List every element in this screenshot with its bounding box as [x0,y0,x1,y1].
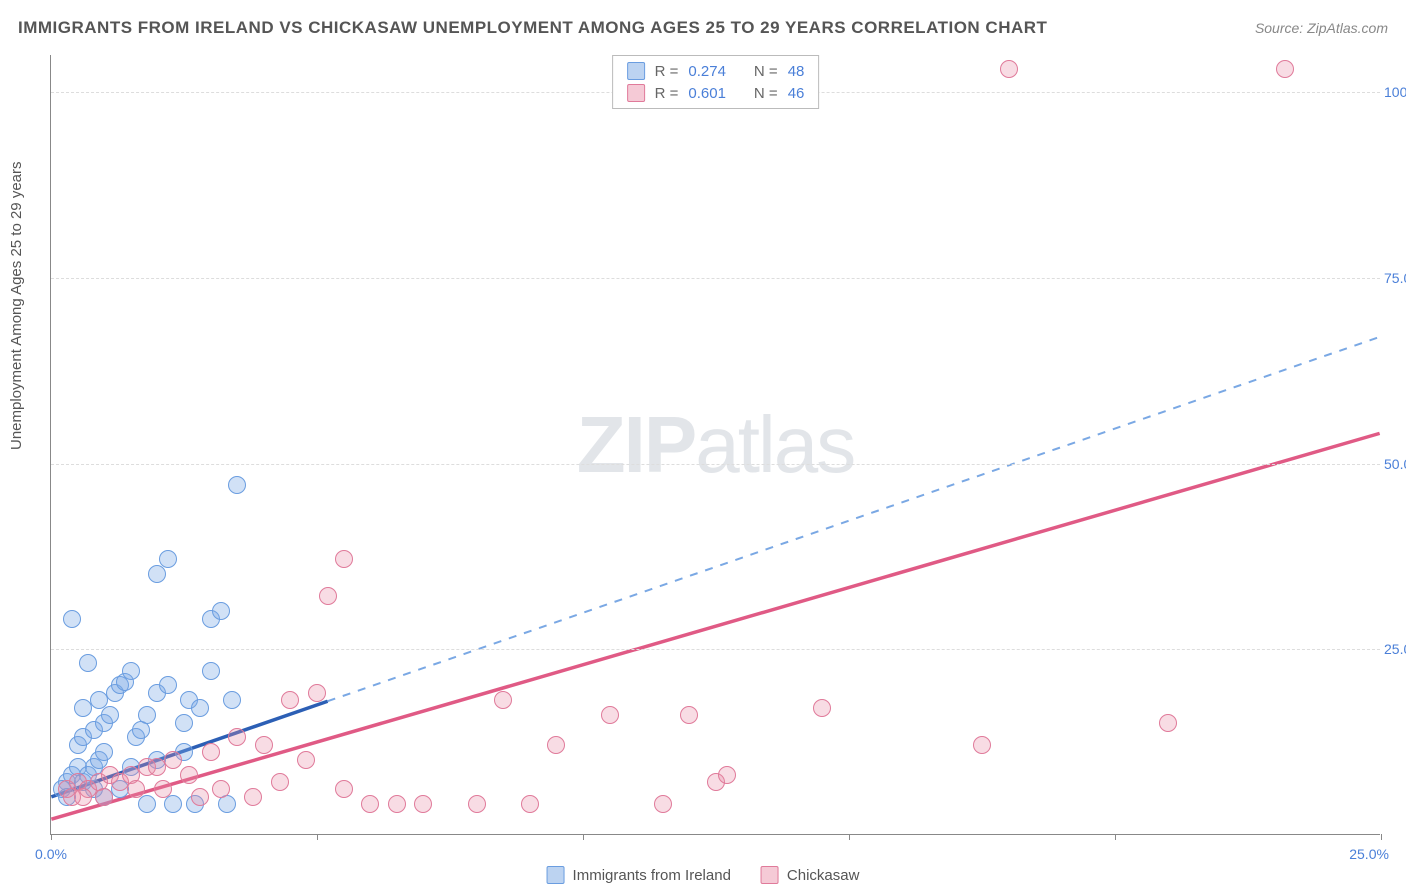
scatter-point-blue [90,691,108,709]
scatter-point-blue [191,699,209,717]
scatter-point-pink [654,795,672,813]
scatter-point-pink [319,587,337,605]
scatter-point-pink [973,736,991,754]
scatter-point-blue [159,550,177,568]
scatter-point-blue [79,654,97,672]
scatter-point-pink [547,736,565,754]
trendlines-layer [51,55,1380,834]
scatter-point-blue [63,610,81,628]
scatter-point-blue [202,662,220,680]
scatter-point-pink [468,795,486,813]
scatter-point-pink [127,780,145,798]
gridline [51,464,1380,465]
scatter-point-pink [1000,60,1018,78]
scatter-point-pink [154,780,172,798]
legend-row-blue: R = 0.274 N = 48 [613,60,819,82]
scatter-point-pink [1159,714,1177,732]
scatter-point-blue [159,676,177,694]
x-tick-mark [1115,834,1116,840]
scatter-point-blue [148,565,166,583]
y-tick-label: 100.0% [1384,84,1406,100]
scatter-point-pink [74,788,92,806]
scatter-point-pink [228,728,246,746]
scatter-point-blue [228,476,246,494]
scatter-point-pink [718,766,736,784]
y-tick-label: 75.0% [1384,270,1406,286]
scatter-point-pink [212,780,230,798]
swatch-pink-icon [627,84,645,102]
scatter-point-pink [680,706,698,724]
y-tick-label: 50.0% [1384,456,1406,472]
scatter-point-pink [271,773,289,791]
chart-title: IMMIGRANTS FROM IRELAND VS CHICKASAW UNE… [18,18,1047,38]
scatter-point-pink [281,691,299,709]
scatter-point-pink [308,684,326,702]
scatter-point-blue [223,691,241,709]
x-tick-mark [51,834,52,840]
source-label: Source: ZipAtlas.com [1255,20,1388,36]
scatter-point-pink [388,795,406,813]
x-tick-label: 25.0% [1349,846,1389,862]
swatch-blue-icon [627,62,645,80]
scatter-point-pink [1276,60,1294,78]
scatter-point-pink [813,699,831,717]
scatter-point-pink [297,751,315,769]
scatter-point-pink [361,795,379,813]
scatter-point-blue [95,743,113,761]
legend-series: Immigrants from Ireland Chickasaw [547,866,860,884]
scatter-point-blue [164,795,182,813]
scatter-point-pink [95,788,113,806]
scatter-point-pink [244,788,262,806]
scatter-point-pink [180,766,198,784]
gridline [51,278,1380,279]
scatter-point-blue [175,714,193,732]
scatter-point-pink [414,795,432,813]
scatter-point-blue [212,602,230,620]
legend-item-blue: Immigrants from Ireland [547,866,731,884]
scatter-point-blue [138,795,156,813]
scatter-point-blue [122,662,140,680]
scatter-point-pink [335,780,353,798]
swatch-pink-icon [761,866,779,884]
scatter-point-pink [521,795,539,813]
x-tick-mark [849,834,850,840]
x-tick-mark [1381,834,1382,840]
gridline [51,649,1380,650]
legend-correlation-box: R = 0.274 N = 48 R = 0.601 N = 46 [612,55,820,109]
legend-item-pink: Chickasaw [761,866,860,884]
plot-area: ZIPatlas R = 0.274 N = 48 R = 0.601 N = … [50,55,1380,835]
y-tick-label: 25.0% [1384,641,1406,657]
scatter-point-pink [494,691,512,709]
scatter-point-pink [164,751,182,769]
x-tick-mark [583,834,584,840]
x-tick-mark [317,834,318,840]
x-tick-label: 0.0% [35,846,67,862]
scatter-point-blue [101,706,119,724]
scatter-point-blue [138,706,156,724]
swatch-blue-icon [547,866,565,884]
y-axis-label: Unemployment Among Ages 25 to 29 years [8,161,25,450]
scatter-point-pink [202,743,220,761]
chart-header: IMMIGRANTS FROM IRELAND VS CHICKASAW UNE… [18,18,1388,38]
legend-row-pink: R = 0.601 N = 46 [613,82,819,104]
scatter-point-pink [191,788,209,806]
scatter-point-pink [335,550,353,568]
scatter-point-pink [255,736,273,754]
scatter-point-pink [601,706,619,724]
